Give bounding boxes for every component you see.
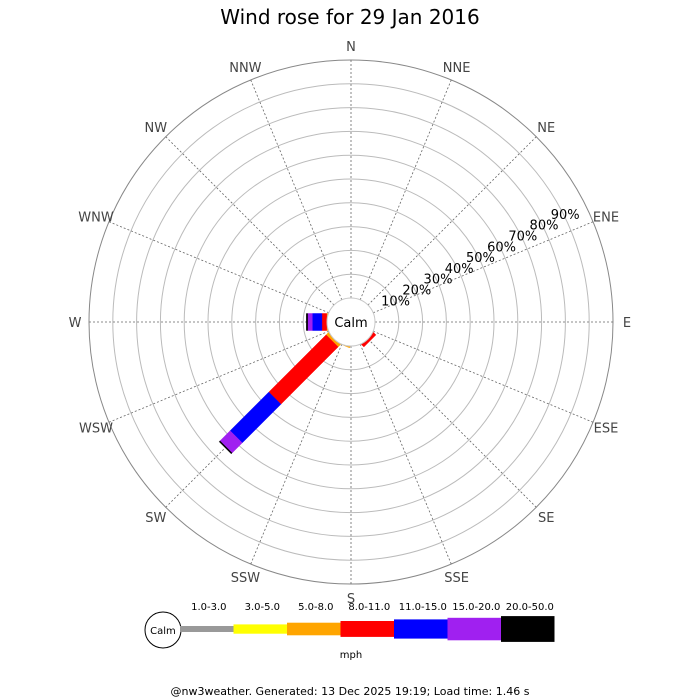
ring-label: 80% xyxy=(530,219,559,234)
legend-calm-label: Calm xyxy=(150,626,176,637)
legend-swatch-6 xyxy=(501,616,555,642)
grid-ring xyxy=(136,107,566,537)
direction-label: NNW xyxy=(229,61,261,76)
ring-label: 90% xyxy=(551,208,580,223)
direction-label: ESE xyxy=(594,422,619,437)
legend-swatch-1 xyxy=(233,624,287,634)
grid-ring xyxy=(255,226,447,418)
direction-label: W xyxy=(69,316,82,331)
legend-label-3: 8.0-11.0 xyxy=(348,602,390,613)
legend-swatch-3 xyxy=(340,621,394,637)
petal-segment-sw-3 xyxy=(268,334,339,405)
petal-segment-w-5 xyxy=(307,313,313,331)
direction-label: WNW xyxy=(78,210,114,225)
direction-label: SW xyxy=(145,511,166,526)
direction-label: SE xyxy=(538,511,554,526)
ring-label: 50% xyxy=(466,251,495,266)
direction-label: ENE xyxy=(593,210,619,225)
legend-units: mph xyxy=(340,650,362,661)
direction-label: WSW xyxy=(79,422,113,437)
legend-label-0: 1.0-3.0 xyxy=(191,602,226,613)
legend-label-1: 3.0-5.0 xyxy=(245,602,280,613)
grid-ring xyxy=(159,130,543,514)
petal-segment-w-6 xyxy=(306,313,308,331)
grid-ring xyxy=(231,202,471,442)
legend-label-5: 15.0-20.0 xyxy=(452,602,500,613)
ring-label: 20% xyxy=(402,284,431,299)
legend-swatch-2 xyxy=(287,622,341,636)
direction-label: S xyxy=(347,592,355,607)
grid-ring xyxy=(112,83,590,561)
grid-ring xyxy=(207,178,495,466)
direction-label: NNE xyxy=(443,61,471,76)
direction-label: E xyxy=(623,316,631,331)
ring-label: 30% xyxy=(424,273,453,288)
direction-label: NW xyxy=(145,121,168,136)
ring-labels: 10%20%30%40%50%60%70%80%90% xyxy=(381,208,580,309)
legend-label-6: 20.0-50.0 xyxy=(506,602,554,613)
legend-swatch-4 xyxy=(394,619,448,639)
direction-label: NE xyxy=(537,121,555,136)
petal-segment-sw-4 xyxy=(229,391,282,444)
grid-ring xyxy=(183,154,519,490)
grid-ring xyxy=(302,273,400,371)
ring-label: 10% xyxy=(381,294,410,309)
legend-label-2: 5.0-8.0 xyxy=(298,602,333,613)
direction-label: N xyxy=(346,40,356,55)
speed-legend: Calm 1.0-3.0 3.0-5.0 5.0-8.0 8.0-11.0 11.0-15… xyxy=(144,602,555,661)
polar-grid xyxy=(88,59,614,585)
ring-label: 40% xyxy=(445,262,474,277)
ring-label: 60% xyxy=(487,240,516,255)
ring-label: 70% xyxy=(508,230,537,245)
petal-segment-w-3 xyxy=(321,313,327,331)
petal-segment-sw-6 xyxy=(218,440,233,455)
legend-swatch-0 xyxy=(180,626,234,632)
direction-labels: N NNE NE ENE E ESE SE SSE S SSW SW WSW W WNW NW NNW xyxy=(69,40,632,607)
calm-label: Calm xyxy=(334,316,367,331)
petal-segment-w-4 xyxy=(312,313,323,331)
chart-title: Wind rose for 29 Jan 2016 xyxy=(220,5,479,29)
grid-ring xyxy=(278,249,424,395)
legend-swatch-5 xyxy=(447,617,501,641)
direction-label: SSW xyxy=(231,571,261,586)
legend-label-4: 11.0-15.0 xyxy=(399,602,447,613)
footer-text: @nw3weather. Generated: 13 Dec 2025 19:1… xyxy=(171,685,530,698)
direction-label: SSE xyxy=(444,571,469,586)
calm-circle xyxy=(326,297,376,347)
